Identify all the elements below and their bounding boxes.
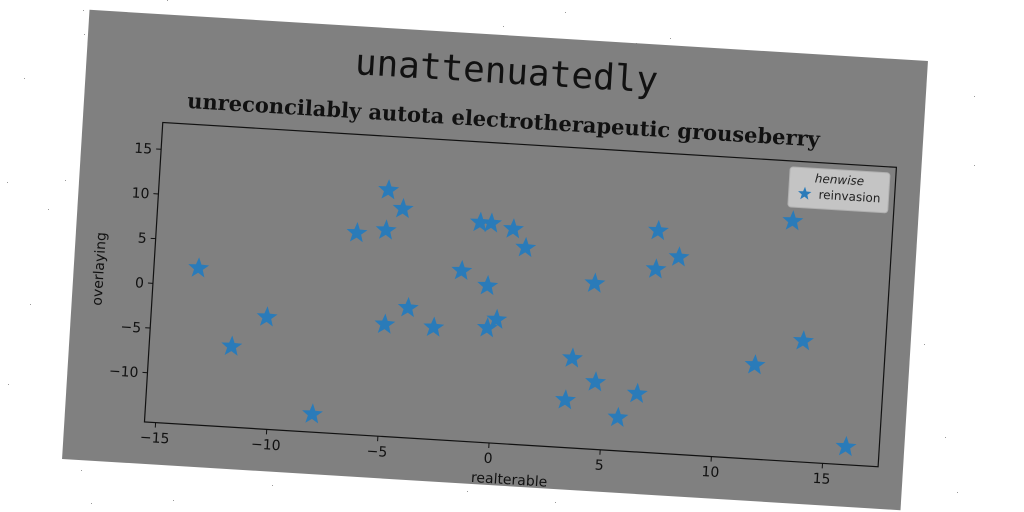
data-point	[585, 371, 607, 392]
y-axis-label: overlaying	[89, 232, 109, 306]
noise-speck	[24, 78, 25, 79]
data-point	[555, 389, 576, 410]
y-tick-label: −5	[120, 319, 142, 336]
legend-marker	[798, 186, 812, 200]
noise-speck	[91, 503, 92, 504]
noise-speck	[8, 384, 9, 385]
data-point	[221, 335, 243, 356]
data-point	[648, 219, 669, 241]
data-point	[744, 354, 766, 375]
data-point	[515, 236, 537, 258]
x-axis-label: realterable	[470, 470, 547, 491]
data-point	[451, 259, 473, 281]
noise-speck	[48, 209, 49, 210]
data-point	[607, 406, 629, 427]
noise-speck	[670, 38, 671, 39]
noise-speck	[167, 0, 168, 1]
noise-speck	[173, 500, 174, 501]
x-tick-label: 15	[812, 471, 831, 488]
x-tick-label: 0	[483, 451, 493, 468]
chart-area: −15 −10 −5 0 5 10 15 −10 −5 0 5 10 15 realterable over…	[89, 121, 898, 491]
noise-speck	[81, 470, 82, 471]
noise-speck	[974, 165, 975, 166]
data-point	[378, 179, 400, 200]
noise-speck	[65, 180, 66, 181]
data-point	[562, 347, 583, 368]
x-tick-label: 5	[594, 457, 604, 474]
noise-speck	[272, 485, 273, 486]
plot-frame	[143, 121, 898, 468]
noise-speck	[7, 182, 8, 183]
noise-speck	[924, 344, 925, 345]
noise-speck	[957, 492, 958, 493]
y-tick-label: 10	[131, 185, 150, 202]
data-point	[397, 296, 419, 318]
noise-speck	[84, 34, 85, 35]
legend-box	[787, 166, 891, 214]
data-point	[626, 382, 648, 404]
noise-speck	[30, 304, 31, 305]
y-tick-label: 0	[134, 275, 144, 292]
data-point	[392, 197, 414, 219]
x-tick-label: −5	[366, 444, 388, 461]
y-tick-label: 15	[134, 141, 153, 158]
data-point	[503, 218, 524, 239]
data-point	[256, 306, 278, 327]
x-tick-label: −10	[251, 436, 281, 454]
data-point	[481, 212, 503, 233]
noise-speck	[503, 26, 504, 27]
data-point	[645, 258, 667, 279]
legend-title: henwise	[814, 171, 864, 188]
data-point	[302, 403, 323, 424]
noise-speck	[974, 96, 975, 97]
data-point	[476, 317, 498, 338]
legend-entry-label: reinvasion	[818, 188, 881, 206]
data-point	[188, 257, 210, 278]
data-point	[835, 435, 857, 457]
data-point	[584, 272, 606, 293]
data-point	[668, 246, 690, 267]
noise-speck	[83, 10, 84, 11]
y-tick-label: 5	[137, 231, 147, 248]
data-point	[782, 210, 804, 231]
data-point	[486, 308, 508, 329]
noise-speck	[555, 502, 556, 503]
noise-speck	[945, 437, 946, 438]
x-tick-label: −15	[139, 430, 169, 448]
y-tick-label: −10	[108, 363, 138, 381]
noise-speck	[467, 491, 468, 492]
x-tick-label: 10	[701, 464, 720, 481]
noise-speck	[565, 12, 566, 13]
data-point	[792, 330, 814, 351]
data-point	[374, 313, 396, 334]
data-point	[469, 211, 491, 232]
data-point	[423, 316, 445, 337]
chart-figure: unattenuatedly unreconcilably autota ele…	[62, 9, 928, 511]
data-point	[477, 274, 499, 296]
data-point	[346, 222, 368, 243]
data-point	[375, 219, 397, 240]
